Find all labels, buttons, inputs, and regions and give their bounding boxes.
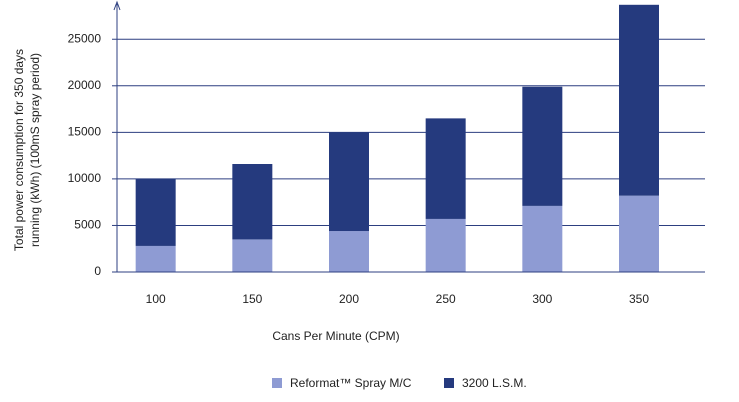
y-tick-label: 25000 (68, 31, 102, 45)
legend-swatch (444, 378, 454, 388)
y-tick-label: 15000 (68, 125, 102, 139)
bar-segment (425, 218, 466, 272)
legend-swatch (272, 378, 282, 388)
bar-segment (619, 195, 659, 272)
y-tick-label: 10000 (68, 171, 102, 185)
bar-segment (619, 4, 659, 196)
bar-segment (329, 231, 369, 272)
bar-segment (232, 164, 273, 240)
bar-segment (135, 178, 176, 246)
x-tick-label: 300 (532, 292, 552, 306)
legend-label: 3200 L.S.M. (462, 376, 527, 390)
y-axis-label: running (kWh) (100mS spray period) (28, 53, 42, 247)
y-tick-label: 20000 (68, 78, 102, 92)
bar-segment (232, 239, 273, 272)
y-axis-label: Total power consumption for 350 days (12, 49, 26, 251)
x-tick-label: 250 (436, 292, 456, 306)
x-tick-label: 150 (242, 292, 262, 306)
y-tick-label: 0 (94, 264, 101, 278)
y-axis-arrow (113, 0, 121, 11)
x-axis-label: Cans Per Minute (CPM) (272, 329, 399, 343)
bar-segment (425, 118, 466, 219)
x-tick-label: 350 (629, 292, 649, 306)
y-tick-label: 5000 (74, 218, 101, 232)
bar-segment (522, 86, 563, 206)
bar-segment (522, 205, 563, 272)
bar-segment (329, 132, 369, 232)
x-tick-label: 100 (146, 292, 166, 306)
bar-segment (135, 245, 176, 272)
legend-label: Reformat™ Spray M/C (290, 376, 412, 390)
x-tick-label: 200 (339, 292, 359, 306)
